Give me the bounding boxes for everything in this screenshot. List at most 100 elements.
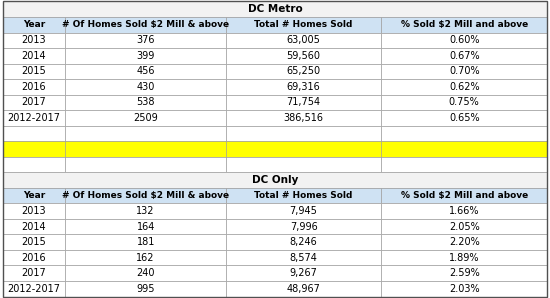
- Bar: [381, 79, 547, 95]
- Text: 2.03%: 2.03%: [449, 284, 480, 294]
- Text: % Sold $2 Mill and above: % Sold $2 Mill and above: [400, 20, 528, 29]
- Text: 0.65%: 0.65%: [449, 113, 480, 123]
- Text: 240: 240: [136, 268, 155, 278]
- Bar: [3, 219, 65, 235]
- Text: 7,945: 7,945: [290, 206, 317, 216]
- Text: 71,754: 71,754: [287, 97, 321, 107]
- Text: 181: 181: [136, 237, 155, 247]
- Text: 2012-2017: 2012-2017: [8, 284, 61, 294]
- Text: 2013: 2013: [22, 206, 46, 216]
- Text: 2015: 2015: [21, 66, 46, 76]
- Text: 2017: 2017: [21, 97, 46, 107]
- Bar: [65, 79, 226, 95]
- Bar: [65, 203, 226, 219]
- Bar: [381, 203, 547, 219]
- Text: 8,246: 8,246: [290, 237, 317, 247]
- Bar: [3, 32, 65, 48]
- Bar: [3, 235, 65, 250]
- Text: 132: 132: [136, 206, 155, 216]
- Text: Total # Homes Sold: Total # Homes Sold: [255, 191, 353, 200]
- Text: 2509: 2509: [133, 113, 158, 123]
- Bar: [226, 95, 381, 110]
- Text: 2014: 2014: [22, 51, 46, 61]
- Bar: [3, 63, 65, 79]
- Bar: [226, 32, 381, 48]
- Bar: [65, 219, 226, 235]
- Text: 69,316: 69,316: [287, 82, 321, 92]
- Bar: [226, 48, 381, 63]
- Bar: [65, 281, 226, 297]
- Bar: [381, 235, 547, 250]
- Bar: [381, 219, 547, 235]
- Bar: [65, 17, 226, 32]
- Text: 2015: 2015: [21, 237, 46, 247]
- Bar: [3, 203, 65, 219]
- Text: DC Metro: DC Metro: [248, 4, 302, 14]
- Text: 1.89%: 1.89%: [449, 253, 480, 263]
- Bar: [226, 281, 381, 297]
- Text: 995: 995: [136, 284, 155, 294]
- Bar: [3, 17, 65, 32]
- Text: 386,516: 386,516: [284, 113, 323, 123]
- Bar: [226, 126, 381, 141]
- Bar: [3, 1, 547, 17]
- Bar: [226, 203, 381, 219]
- Bar: [65, 266, 226, 281]
- Bar: [3, 126, 65, 141]
- Bar: [3, 48, 65, 63]
- Bar: [3, 172, 547, 188]
- Text: 2016: 2016: [22, 82, 46, 92]
- Text: 65,250: 65,250: [287, 66, 321, 76]
- Bar: [381, 157, 547, 172]
- Bar: [381, 63, 547, 79]
- Text: 7,996: 7,996: [290, 222, 317, 232]
- Bar: [226, 17, 381, 32]
- Bar: [3, 141, 547, 157]
- Bar: [3, 266, 65, 281]
- Text: 430: 430: [136, 82, 155, 92]
- Text: 0.75%: 0.75%: [449, 97, 480, 107]
- Text: 8,574: 8,574: [290, 253, 317, 263]
- Bar: [226, 250, 381, 266]
- Bar: [65, 157, 226, 172]
- Bar: [381, 266, 547, 281]
- Text: 59,560: 59,560: [287, 51, 321, 61]
- Bar: [381, 110, 547, 126]
- Text: % Sold $2 Mill and above: % Sold $2 Mill and above: [400, 191, 528, 200]
- Bar: [3, 95, 65, 110]
- Text: 0.60%: 0.60%: [449, 35, 480, 45]
- Bar: [3, 250, 65, 266]
- Text: Year: Year: [23, 191, 45, 200]
- Bar: [65, 32, 226, 48]
- Bar: [226, 266, 381, 281]
- Text: 0.62%: 0.62%: [449, 82, 480, 92]
- Text: 164: 164: [136, 222, 155, 232]
- Bar: [65, 95, 226, 110]
- Text: 63,005: 63,005: [287, 35, 321, 45]
- Bar: [381, 126, 547, 141]
- Text: 2014: 2014: [22, 222, 46, 232]
- Bar: [381, 17, 547, 32]
- Bar: [226, 63, 381, 79]
- Bar: [65, 110, 226, 126]
- Text: 1.66%: 1.66%: [449, 206, 480, 216]
- Text: 2012-2017: 2012-2017: [8, 113, 61, 123]
- Text: # Of Homes Sold $2 Mill & above: # Of Homes Sold $2 Mill & above: [62, 191, 229, 200]
- Bar: [3, 188, 65, 203]
- Bar: [226, 188, 381, 203]
- Text: Year: Year: [23, 20, 45, 29]
- Text: Total # Homes Sold: Total # Homes Sold: [255, 20, 353, 29]
- Bar: [381, 32, 547, 48]
- Text: 0.67%: 0.67%: [449, 51, 480, 61]
- Text: 376: 376: [136, 35, 155, 45]
- Bar: [3, 110, 65, 126]
- Bar: [226, 110, 381, 126]
- Text: 2.59%: 2.59%: [449, 268, 480, 278]
- Bar: [226, 157, 381, 172]
- Text: 399: 399: [136, 51, 155, 61]
- Bar: [3, 79, 65, 95]
- Bar: [65, 63, 226, 79]
- Text: 2013: 2013: [22, 35, 46, 45]
- Bar: [65, 250, 226, 266]
- Text: 48,967: 48,967: [287, 284, 321, 294]
